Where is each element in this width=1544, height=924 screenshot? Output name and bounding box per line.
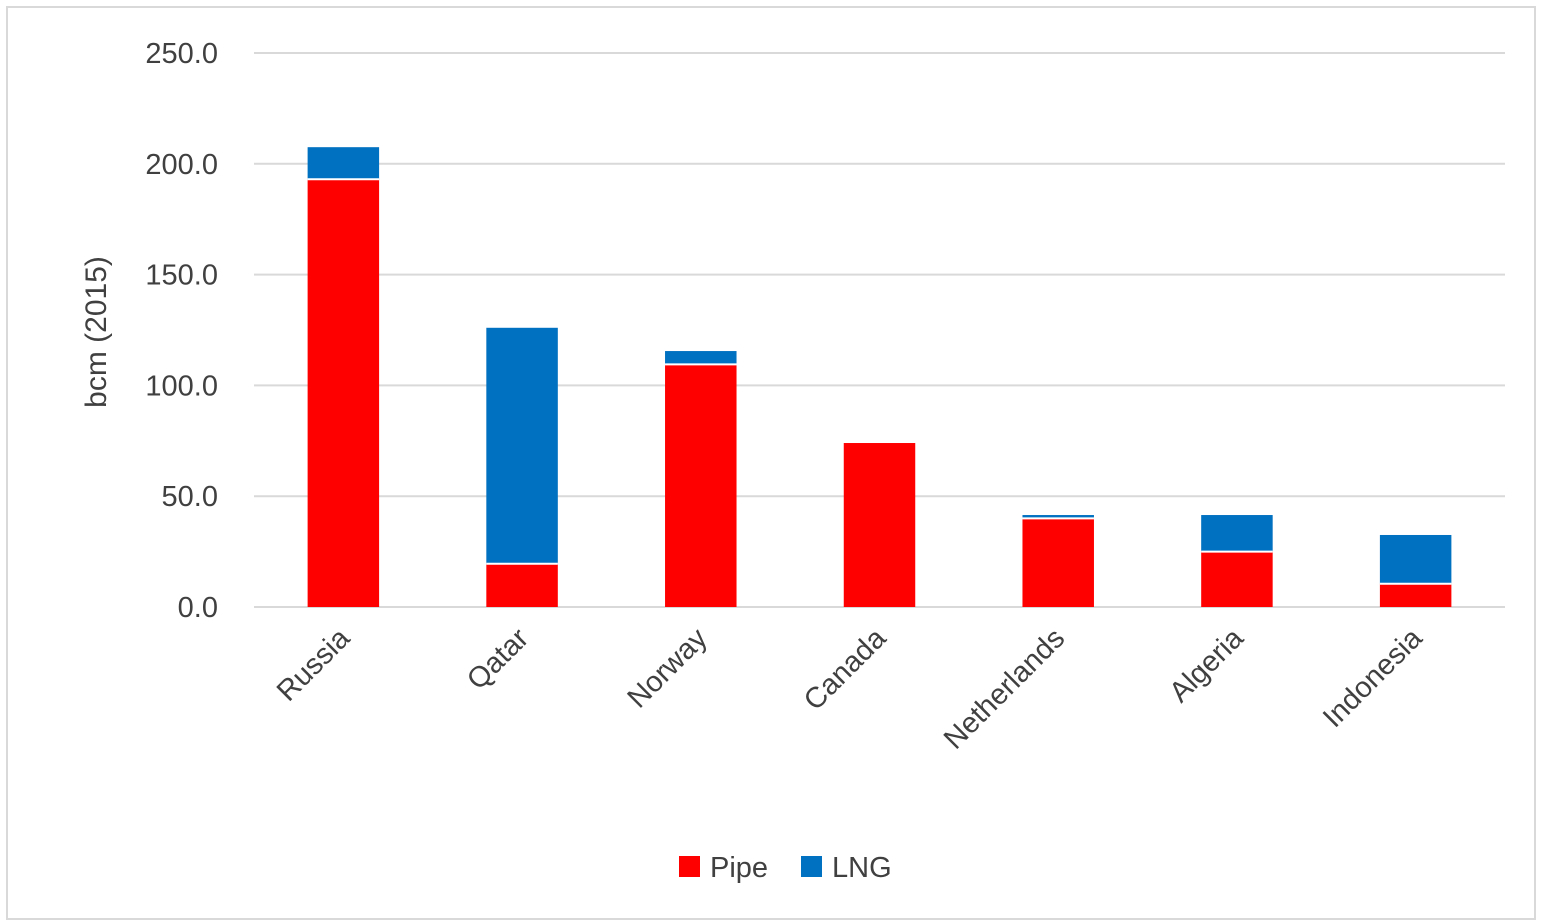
bar-lng-norway xyxy=(665,351,737,365)
y-axis-title: bcm (2015) xyxy=(80,256,113,408)
bars xyxy=(307,147,1452,607)
legend-swatch-pipe xyxy=(679,856,700,877)
legend-label-lng: LNG xyxy=(832,852,892,884)
y-tick-label: 50.0 xyxy=(162,481,218,513)
bar-pipe-qatar xyxy=(486,563,558,607)
x-tick-label: Netherlands xyxy=(938,622,1071,755)
bar-pipe-algeria xyxy=(1201,551,1273,607)
x-axis-ticks: Russia Qatar Norway Canada Netherlands Algeri… xyxy=(271,622,1429,756)
y-tick-label: 150.0 xyxy=(145,260,218,292)
bar-pipe-russia xyxy=(307,179,380,607)
bar-pipe-indonesia xyxy=(1379,583,1452,607)
bar-pipe-netherlands xyxy=(1022,518,1094,607)
bar-pipe-norway xyxy=(665,364,737,607)
x-tick-label: Norway xyxy=(622,622,714,714)
x-tick-label: Qatar xyxy=(461,622,535,696)
y-tick-label: 100.0 xyxy=(145,370,218,402)
y-tick-label: 200.0 xyxy=(145,149,218,181)
y-tick-label: 0.0 xyxy=(178,592,218,624)
gridlines xyxy=(254,52,1505,608)
y-axis-ticks: 0.0 50.0 100.0 150.0 200.0 250.0 xyxy=(145,38,218,624)
x-tick-label: Algeria xyxy=(1163,622,1250,709)
y-tick-label: 250.0 xyxy=(145,38,218,70)
chart-frame xyxy=(6,6,1536,920)
legend: Pipe LNG xyxy=(679,852,892,884)
bar-lng-algeria xyxy=(1201,515,1273,552)
bar-lng-netherlands xyxy=(1022,515,1094,519)
bar-lng-russia xyxy=(307,147,380,180)
bar-lng-qatar xyxy=(486,327,558,564)
x-tick-label: Canada xyxy=(798,622,893,717)
legend-swatch-lng xyxy=(801,856,822,877)
bar-pipe-canada xyxy=(843,443,916,607)
x-tick-label: Indonesia xyxy=(1317,622,1429,734)
x-tick-label: Russia xyxy=(271,622,357,708)
bar-lng-indonesia xyxy=(1379,534,1452,584)
legend-label-pipe: Pipe xyxy=(710,852,768,884)
